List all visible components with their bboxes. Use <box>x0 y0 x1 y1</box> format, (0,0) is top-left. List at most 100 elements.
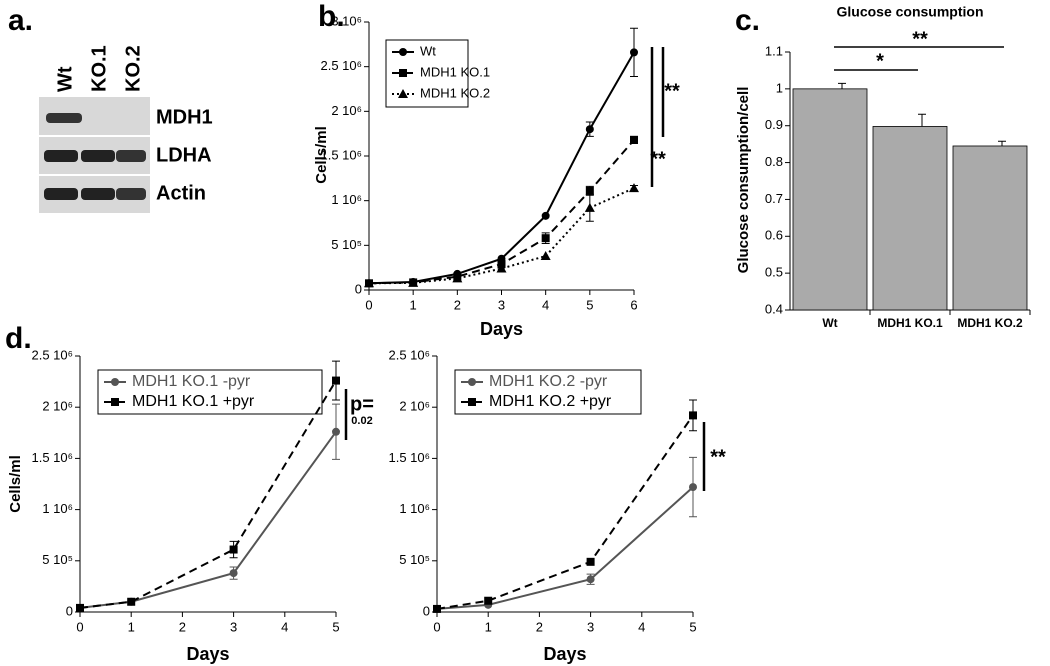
lane-label: KO.2 <box>122 45 144 92</box>
x-tick-label: 3 <box>498 297 505 312</box>
x-tick-label: 2 <box>179 619 186 634</box>
y-tick-label: 1.5 10⁶ <box>389 450 431 465</box>
y-tick-label: 1.5 10⁶ <box>32 450 74 465</box>
marker <box>629 183 639 193</box>
x-tick-label: 3 <box>230 619 237 634</box>
annotation: ** <box>710 446 726 468</box>
x-tick-label: 0 <box>433 619 440 634</box>
x-tick-label: 1 <box>128 619 135 634</box>
y-tick-label: 2.5 10⁶ <box>32 347 74 362</box>
x-tick-label: 4 <box>542 297 549 312</box>
blot-band <box>81 150 115 162</box>
y-tick-label: 1 10⁶ <box>42 501 73 516</box>
annotation: ** <box>664 80 680 102</box>
y-tick-label: 1 10⁶ <box>331 192 362 207</box>
x-axis-label: Days <box>186 644 229 664</box>
y-tick-label: 0 <box>355 281 362 296</box>
legend-label: MDH1 KO.1 <box>420 64 490 79</box>
band-label: LDHA <box>156 144 212 166</box>
error-bar <box>998 140 1006 146</box>
x-axis-label: Days <box>543 644 586 664</box>
y-tick-label: 5 10⁵ <box>331 237 362 252</box>
x-tick-label: MDH1 KO.1 <box>877 316 943 330</box>
marker <box>111 398 119 406</box>
blot-band <box>44 188 78 200</box>
band-label: Actin <box>156 182 206 204</box>
y-tick-label: 0.8 <box>765 154 783 169</box>
annotation: ** <box>912 28 928 50</box>
y-tick-label: 0.6 <box>765 228 783 243</box>
y-tick-label: 5 10⁵ <box>399 552 430 567</box>
x-tick-label: 5 <box>689 619 696 634</box>
legend-label: MDH1 KO.2 <box>420 85 490 100</box>
blot-band <box>46 113 82 123</box>
marker <box>452 273 463 283</box>
panel-label: c. <box>735 4 760 37</box>
y-tick-label: 2 10⁶ <box>399 399 430 414</box>
annotation: p= <box>350 393 374 415</box>
marker <box>364 278 374 288</box>
marker <box>689 483 697 492</box>
x-tick-label: 4 <box>281 619 288 634</box>
marker <box>540 251 551 261</box>
marker <box>541 234 550 243</box>
x-axis-label: Days <box>480 319 523 339</box>
lane-label: Wt <box>54 66 76 92</box>
y-tick-label: 1 10⁶ <box>399 501 430 516</box>
marker <box>433 604 441 613</box>
y-tick-label: 1.5 10⁶ <box>321 147 363 162</box>
annotation: ** <box>650 148 666 170</box>
marker <box>586 557 595 566</box>
x-tick-label: MDH1 KO.2 <box>957 316 1023 330</box>
y-tick-label: 3 10⁶ <box>331 13 362 28</box>
marker <box>496 263 507 273</box>
blot-band <box>81 188 115 200</box>
marker <box>584 202 595 212</box>
marker <box>484 596 493 605</box>
y-tick-label: 0.5 <box>765 265 783 280</box>
x-tick-label: 0 <box>365 297 372 312</box>
chart-title: Glucose consumption <box>836 4 983 20</box>
blot-band <box>116 188 146 200</box>
y-tick-label: 0 <box>423 603 430 618</box>
x-tick-label: 1 <box>485 619 492 634</box>
x-tick-label: 1 <box>410 297 417 312</box>
x-tick-label: 3 <box>587 619 594 634</box>
legend-box <box>454 369 642 415</box>
y-tick-label: 5 10⁵ <box>42 552 73 567</box>
annotation: 0.02 <box>351 415 372 427</box>
x-tick-label: 2 <box>536 619 543 634</box>
marker <box>630 48 638 57</box>
legend-label: MDH1 KO.1 +pyr <box>132 393 255 410</box>
y-tick-label: 2 10⁶ <box>42 399 73 414</box>
x-tick-label: 4 <box>638 619 645 634</box>
marker <box>229 545 238 554</box>
panel-label: a. <box>8 4 33 37</box>
annotation: * <box>876 50 884 72</box>
western-blot <box>39 97 150 213</box>
bar <box>952 145 1028 311</box>
y-tick-label: 1 <box>776 80 783 95</box>
y-tick-label: 0.9 <box>765 117 783 132</box>
bar <box>792 88 868 311</box>
x-tick-label: 5 <box>586 297 593 312</box>
panel-label: b. <box>318 0 345 33</box>
lane-label: KO.1 <box>88 45 110 92</box>
line <box>79 431 337 609</box>
marker <box>76 603 84 612</box>
y-tick-label: 2.5 10⁶ <box>321 58 363 73</box>
marker <box>468 378 476 386</box>
marker <box>585 186 594 195</box>
error-bar <box>838 82 846 89</box>
marker <box>399 69 407 77</box>
x-tick-label: 2 <box>454 297 461 312</box>
marker <box>111 378 119 386</box>
marker <box>586 575 595 584</box>
marker <box>127 597 136 606</box>
bar <box>872 126 948 311</box>
marker <box>689 411 697 420</box>
y-tick-label: 2.5 10⁶ <box>389 347 431 362</box>
marker <box>408 277 419 287</box>
y-tick-label: 0.7 <box>765 191 783 206</box>
